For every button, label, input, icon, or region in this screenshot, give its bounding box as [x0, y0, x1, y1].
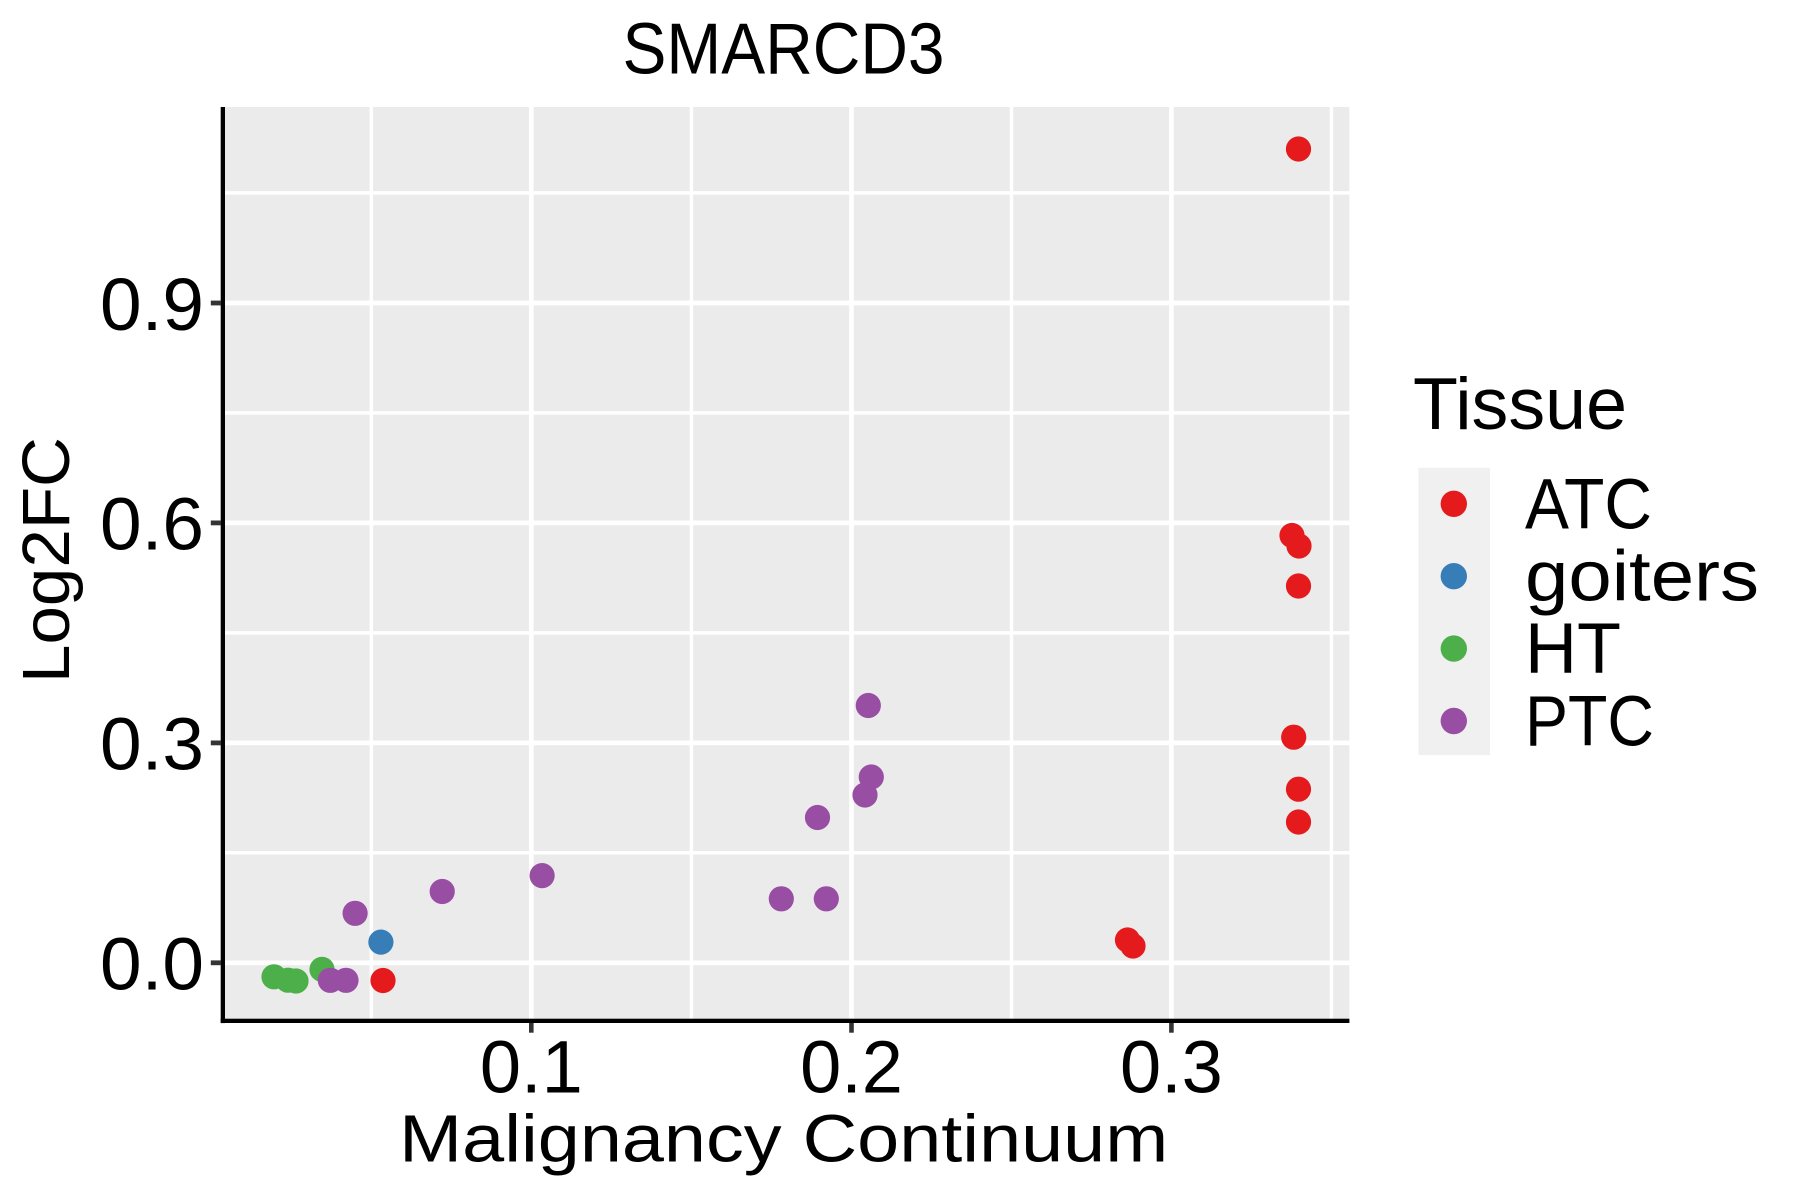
svg-text:Log2FC: Log2FC — [10, 437, 84, 683]
svg-text:SMARCD3: SMARCD3 — [623, 9, 945, 89]
svg-text:0.3: 0.3 — [100, 703, 204, 786]
svg-text:PTC: PTC — [1525, 683, 1654, 762]
svg-text:Tissue: Tissue — [1413, 364, 1627, 445]
svg-text:Malignancy Continuum: Malignancy Continuum — [399, 1103, 1168, 1177]
svg-text:ATC: ATC — [1525, 465, 1652, 544]
svg-text:0.0: 0.0 — [100, 923, 204, 1006]
svg-text:HT: HT — [1525, 610, 1621, 689]
svg-text:0.9: 0.9 — [100, 263, 204, 346]
svg-text:0.3: 0.3 — [1120, 1025, 1223, 1108]
svg-text:0.1: 0.1 — [480, 1025, 583, 1108]
svg-text:goiters: goiters — [1525, 538, 1759, 617]
svg-text:0.2: 0.2 — [800, 1025, 903, 1108]
svg-text:0.6: 0.6 — [100, 483, 204, 566]
